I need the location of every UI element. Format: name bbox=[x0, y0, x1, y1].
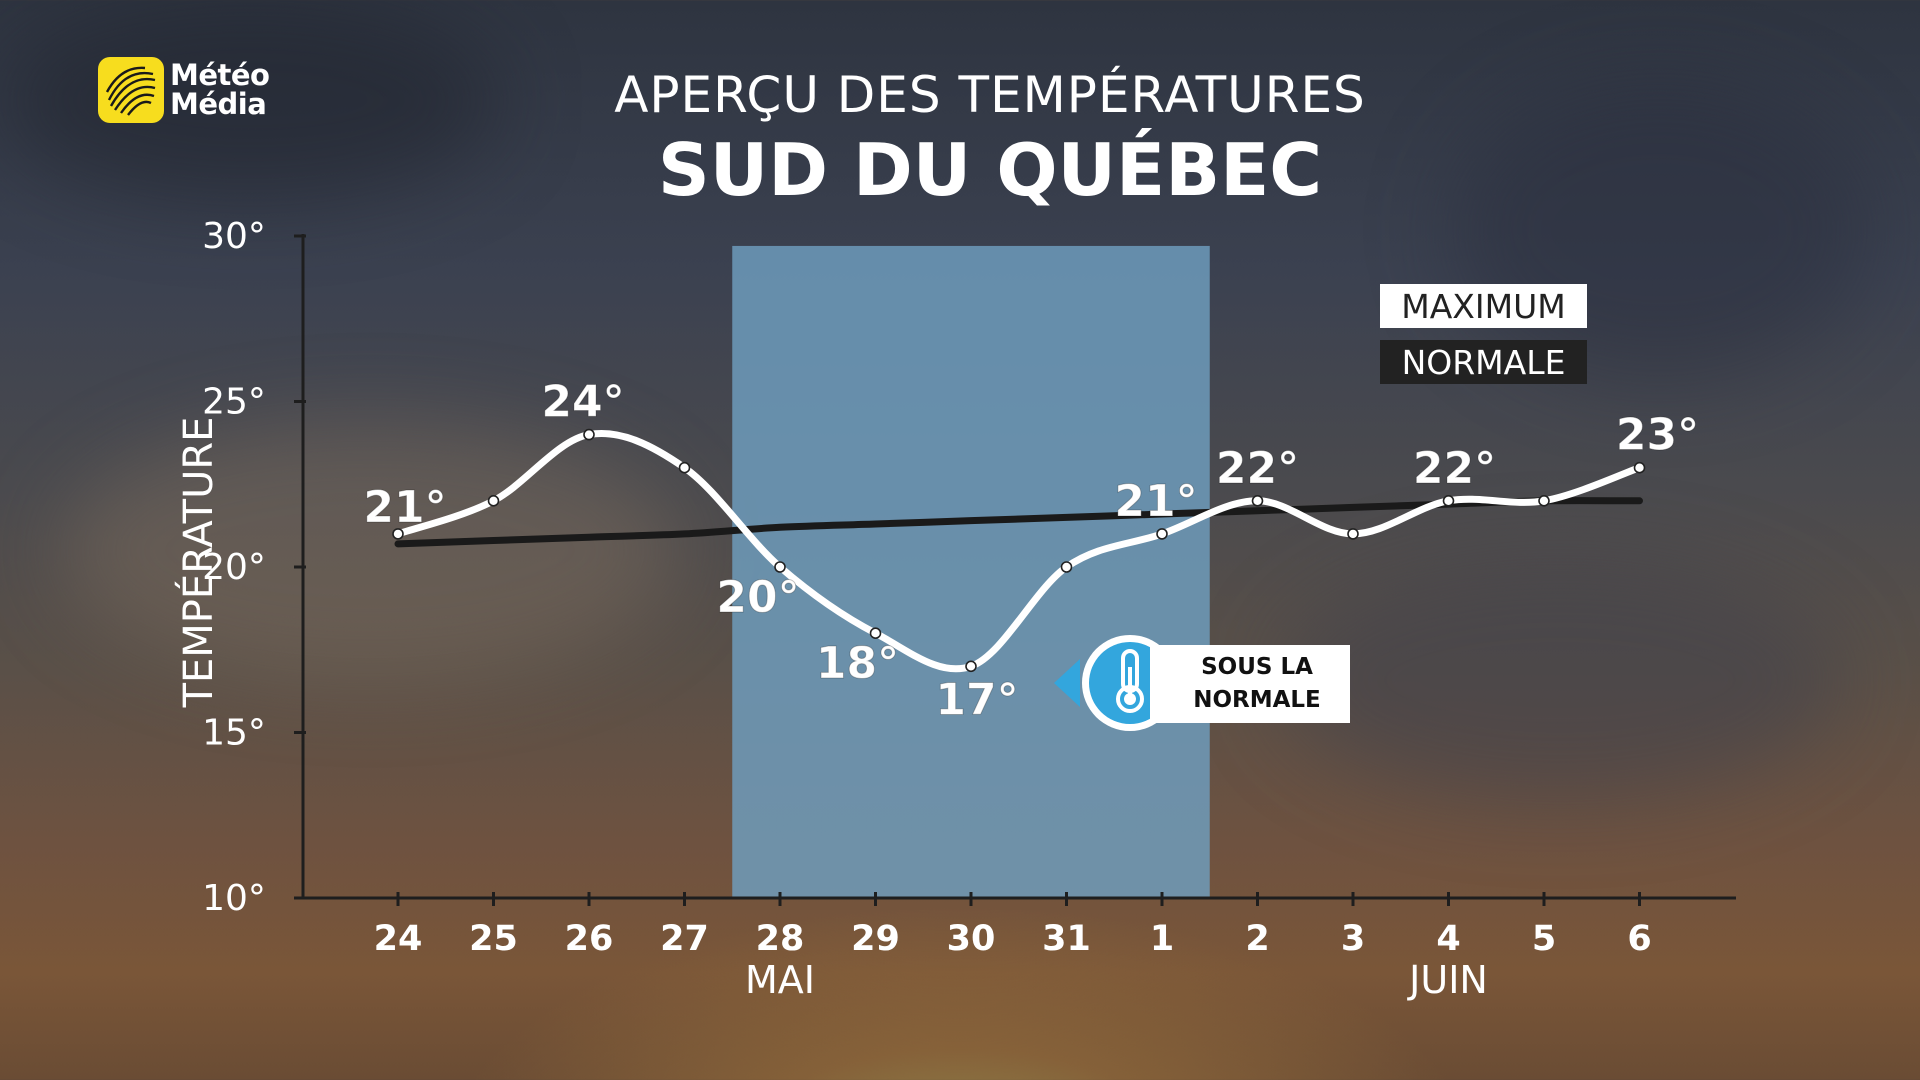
badge-line-2: NORMALE bbox=[1193, 687, 1321, 713]
logo-globe-icon bbox=[98, 57, 164, 123]
x-tick-label: 24 bbox=[374, 919, 423, 959]
month-label: JUIN bbox=[1407, 958, 1488, 1002]
logo-line-1: Météo bbox=[170, 58, 270, 92]
maximum-point bbox=[583, 428, 595, 441]
logo-line-2: Média bbox=[170, 87, 267, 121]
x-tick-label: 31 bbox=[1042, 919, 1091, 959]
y-axis-label: TEMPÉRATURE bbox=[174, 417, 222, 709]
x-tick-label: 2 bbox=[1245, 919, 1269, 959]
badge-text-box: SOUS LA NORMALE bbox=[1150, 645, 1350, 723]
x-tick-label: 25 bbox=[469, 919, 518, 959]
maximum-point bbox=[1633, 461, 1646, 474]
maximum-point bbox=[965, 660, 977, 673]
x-tick-label: 30 bbox=[947, 919, 996, 959]
maximum-point bbox=[1538, 494, 1550, 507]
x-tick-label: 28 bbox=[756, 919, 805, 959]
data-label: 21° bbox=[363, 482, 446, 533]
background-cloud bbox=[1450, 80, 1870, 380]
y-tick-label: 20° bbox=[202, 547, 266, 588]
x-tick-label: 3 bbox=[1341, 919, 1365, 959]
data-label: 17° bbox=[935, 674, 1018, 725]
chart-subtitle: SUD DU QUÉBEC bbox=[657, 128, 1323, 212]
maximum-point bbox=[1251, 494, 1264, 507]
y-tick-label: 10° bbox=[202, 878, 266, 919]
maximum-point bbox=[1156, 528, 1168, 540]
legend-maximum: MAXIMUM bbox=[1380, 284, 1587, 328]
below-normal-badge: SOUS LA NORMALE bbox=[1052, 633, 1352, 733]
maximum-point bbox=[774, 561, 786, 573]
data-label: 22° bbox=[1413, 443, 1496, 494]
meteomedia-logo: Météo Média bbox=[98, 57, 270, 123]
maximum-point bbox=[869, 627, 882, 640]
maximum-line bbox=[394, 430, 1643, 673]
data-label: 18° bbox=[816, 638, 899, 689]
data-label: 22° bbox=[1216, 443, 1299, 494]
badge-line-1: SOUS LA bbox=[1201, 654, 1313, 680]
maximum-point bbox=[1442, 494, 1455, 507]
below-normal-highlight bbox=[732, 245, 1210, 898]
chart-title: APERÇU DES TEMPÉRATURES bbox=[614, 66, 1366, 124]
x-tick-label: 5 bbox=[1532, 919, 1556, 959]
month-label: MAI bbox=[745, 958, 815, 1002]
x-tick-label: 1 bbox=[1150, 919, 1174, 959]
maximum-point bbox=[392, 528, 404, 540]
y-tick-label: 15° bbox=[202, 713, 266, 754]
background-cloud bbox=[1280, 560, 1840, 800]
y-tick-label: 25° bbox=[202, 382, 266, 423]
x-tick-label: 27 bbox=[660, 919, 709, 959]
x-tick-label: 4 bbox=[1436, 919, 1460, 959]
maximum-point bbox=[487, 494, 500, 507]
logo-text: Météo Média bbox=[170, 58, 270, 121]
background-cloud bbox=[0, 0, 500, 200]
data-label: 23° bbox=[1616, 410, 1699, 461]
maximum-point bbox=[1347, 528, 1359, 540]
data-label: 24° bbox=[541, 377, 624, 428]
maximum-point bbox=[678, 461, 691, 474]
data-label: 20° bbox=[716, 572, 799, 623]
x-tick-label: 26 bbox=[565, 919, 614, 959]
data-label: 21° bbox=[1114, 476, 1197, 527]
x-tick-label: 29 bbox=[851, 919, 900, 959]
y-tick-label: 30° bbox=[202, 216, 266, 257]
background-cloud bbox=[60, 420, 680, 680]
maximum-point bbox=[1060, 561, 1073, 573]
x-tick-label: 6 bbox=[1627, 919, 1651, 959]
legend-normale: NORMALE bbox=[1380, 340, 1587, 384]
